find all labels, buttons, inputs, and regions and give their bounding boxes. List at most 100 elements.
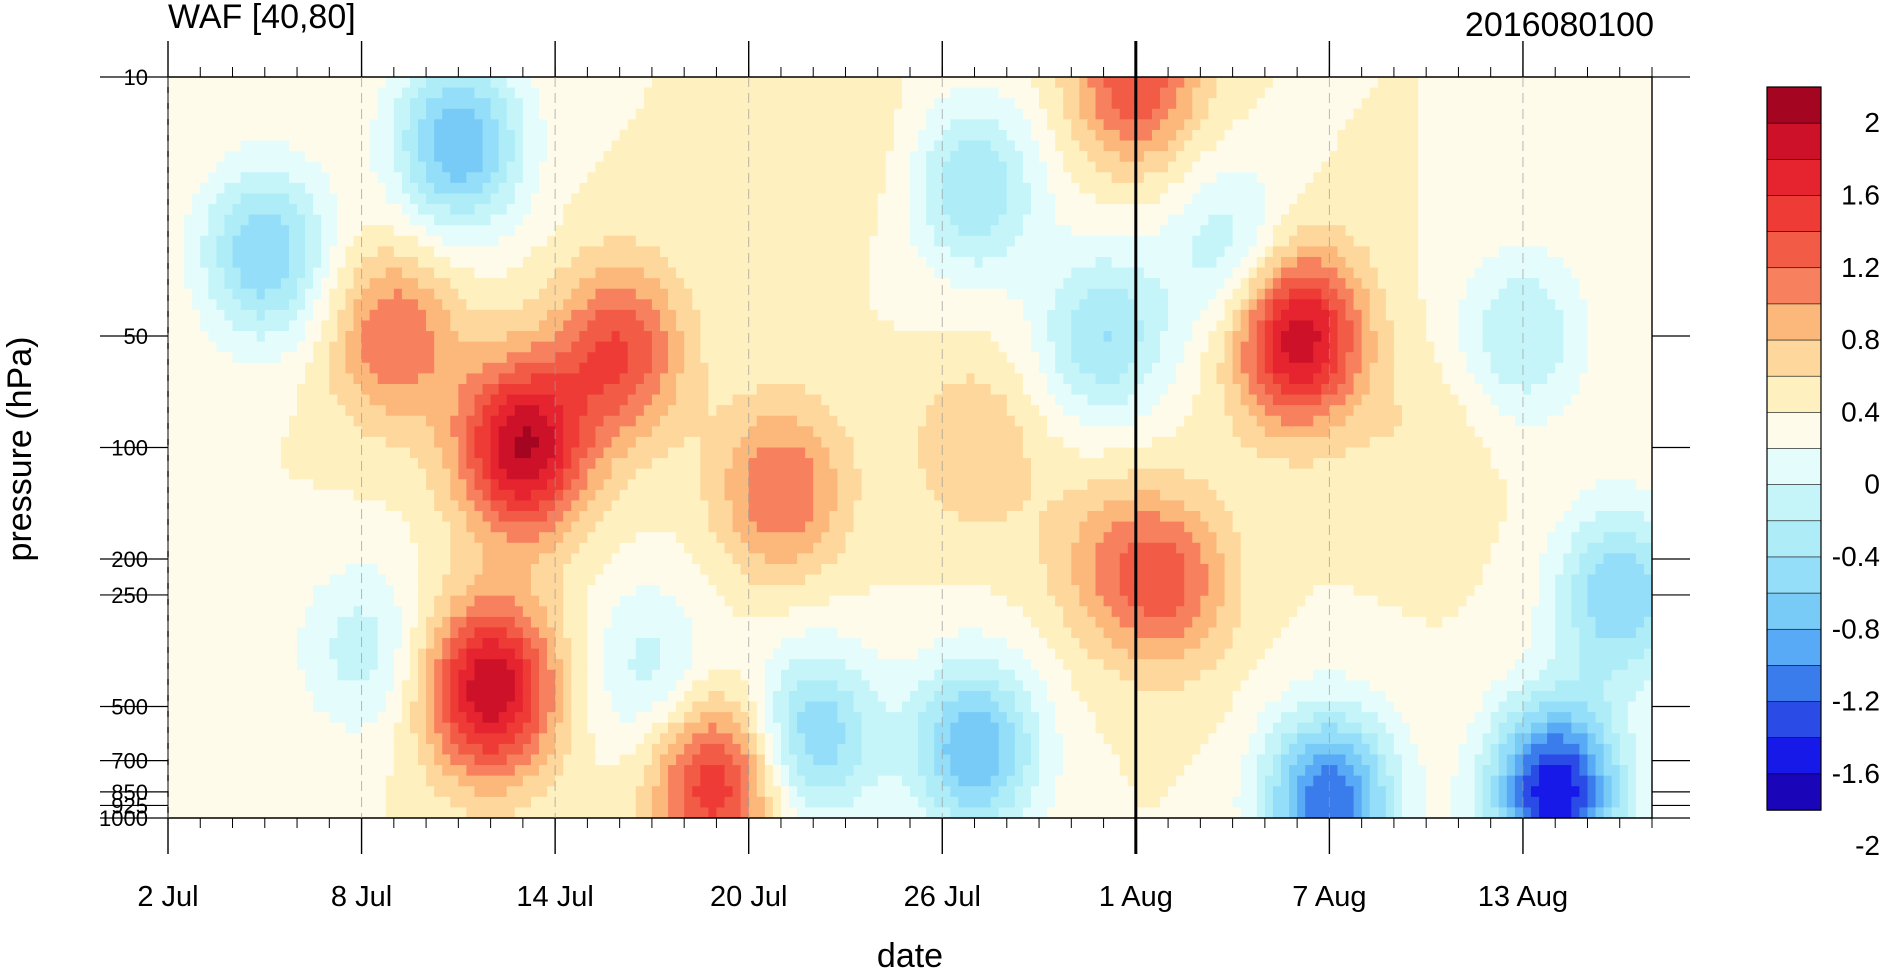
contour-cell	[748, 479, 814, 491]
contour-cell	[1006, 394, 1032, 406]
contour-cell	[1635, 743, 1652, 756]
contour-cell	[1030, 320, 1048, 332]
contour-cell	[377, 616, 403, 629]
contour-cell	[1539, 669, 1581, 681]
contour-cell	[1200, 669, 1250, 681]
contour-cell	[490, 77, 508, 89]
contour-cell	[579, 489, 597, 502]
x-tick-label: 13 Aug	[1478, 881, 1568, 913]
contour-cell	[1361, 775, 1371, 787]
contour-cell	[490, 98, 508, 110]
contour-cell	[1095, 256, 1113, 269]
contour-cell	[692, 754, 734, 766]
contour-cell	[1337, 140, 1419, 152]
contour-cell	[668, 765, 685, 777]
contour-cell	[1603, 786, 1613, 798]
contour-cell	[748, 690, 766, 703]
contour-cell	[345, 405, 387, 417]
contour-cell	[1498, 373, 1548, 385]
contour-cell	[1047, 415, 1080, 427]
contour-cell	[1071, 563, 1097, 576]
contour-cell	[482, 712, 500, 724]
contour-cell	[700, 743, 726, 756]
contour-cell	[1006, 405, 1040, 417]
contour-cell	[571, 447, 588, 459]
contour-cell	[764, 659, 790, 671]
contour-cell	[1401, 765, 1427, 777]
contour-cell	[1418, 246, 1500, 258]
contour-cell	[1176, 129, 1193, 142]
contour-cell	[1579, 648, 1645, 660]
contour-cell	[910, 225, 935, 237]
contour-cell	[1506, 775, 1516, 787]
contour-cell	[1377, 754, 1387, 766]
colorbar-swatch	[1766, 231, 1822, 269]
contour-cell	[393, 648, 411, 660]
contour-cell	[587, 722, 653, 734]
contour-cell	[1361, 309, 1371, 322]
contour-cell	[539, 98, 645, 110]
contour-cell	[514, 680, 524, 692]
contour-cell	[635, 638, 661, 650]
contour-cell	[1571, 765, 1581, 777]
contour-cell	[1579, 383, 1652, 396]
contour-cell	[458, 288, 540, 300]
contour-cell	[1297, 807, 1306, 818]
contour-cell	[861, 786, 911, 798]
contour-cell	[1184, 77, 1201, 89]
contour-cell	[482, 511, 500, 523]
contour-cell	[563, 712, 572, 724]
contour-cell	[805, 796, 855, 809]
contour-cell	[1418, 288, 1468, 300]
contour-cell	[313, 267, 330, 279]
contour-cell	[813, 479, 839, 491]
contour-cell	[635, 235, 871, 247]
contour-cell	[619, 405, 645, 417]
contour-cell	[297, 394, 338, 406]
contour-cell	[1579, 563, 1597, 576]
contour-cell	[918, 796, 935, 809]
colorbar-label: 2	[1864, 107, 1880, 138]
contour-cell	[1579, 807, 1589, 818]
contour-cell	[1289, 765, 1306, 777]
contour-cell	[1208, 585, 1226, 597]
contour-cell	[1224, 331, 1234, 343]
contour-cell	[1168, 161, 1193, 173]
contour-cell	[998, 119, 1032, 131]
contour-cell	[168, 373, 306, 385]
contour-cell	[1369, 680, 1492, 692]
contour-cell	[1514, 807, 1524, 818]
contour-cell	[1587, 352, 1652, 364]
contour-cell	[1160, 225, 1201, 237]
contour-cell	[1635, 786, 1652, 798]
contour-cell	[1143, 320, 1169, 332]
contour-cell	[579, 331, 613, 343]
colorbar-label: 0.4	[1841, 396, 1880, 427]
contour-cell	[1401, 415, 1468, 427]
contour-cell	[1014, 140, 1040, 152]
contour-cell	[563, 214, 879, 226]
contour-cell	[297, 383, 330, 396]
contour-cell	[1393, 373, 1443, 385]
contour-cell	[1490, 754, 1500, 766]
contour-cell	[1119, 553, 1185, 565]
contour-cell	[1531, 786, 1581, 798]
contour-cell	[950, 733, 1000, 745]
contour-cell	[1627, 786, 1637, 798]
contour-cell	[200, 320, 234, 332]
contour-cell	[1160, 193, 1193, 205]
contour-cell	[1450, 775, 1476, 787]
contour-cell	[1418, 214, 1652, 226]
contour-cell	[1119, 585, 1185, 597]
contour-cell	[845, 733, 863, 745]
contour-cell	[1482, 383, 1524, 396]
contour-cell	[805, 775, 847, 787]
colorbar-label: 0	[1864, 469, 1880, 500]
contour-cell	[1547, 532, 1572, 544]
contour-cell	[1200, 553, 1226, 565]
contour-cell	[926, 479, 1032, 491]
contour-cell	[643, 267, 677, 279]
contour-cell	[426, 680, 435, 692]
contour-cell	[579, 246, 661, 258]
contour-cell	[418, 743, 435, 756]
